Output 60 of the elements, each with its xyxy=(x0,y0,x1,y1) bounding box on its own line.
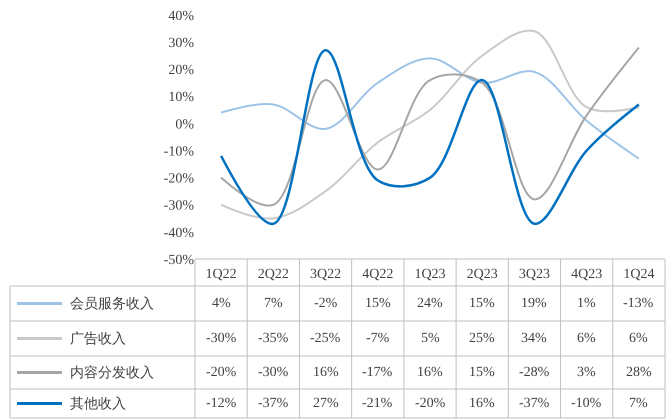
line-series xyxy=(220,57,640,160)
data-label: 4% xyxy=(212,296,231,311)
data-label: 15% xyxy=(365,296,391,311)
legend-label: 广告收入 xyxy=(70,331,126,347)
data-label: 16% xyxy=(469,396,495,411)
data-label: 34% xyxy=(521,331,547,346)
data-label: 24% xyxy=(417,296,443,311)
data-label: -13% xyxy=(623,296,654,311)
y-tick-label: 0% xyxy=(175,117,194,132)
data-label: -25% xyxy=(310,331,341,346)
y-tick-label: -40% xyxy=(164,226,194,241)
data-label: 5% xyxy=(421,331,440,346)
y-tick-label: -30% xyxy=(164,198,194,214)
legend-label: 内容分发收入 xyxy=(70,365,154,381)
x-tick-label: 2Q22 xyxy=(258,267,289,282)
data-label: 28% xyxy=(626,365,652,380)
x-tick-label: 3Q22 xyxy=(310,267,342,282)
data-label: 1% xyxy=(577,296,596,311)
data-label: 6% xyxy=(629,331,648,346)
x-tick-label: 4Q23 xyxy=(571,267,602,282)
data-label: -30% xyxy=(206,331,237,346)
data-label: 6% xyxy=(577,331,596,346)
x-tick-label: 1Q24 xyxy=(623,267,654,282)
data-label: -7% xyxy=(366,331,390,346)
y-tick-label: 10% xyxy=(168,90,194,106)
data-label: 15% xyxy=(469,365,495,380)
data-label: -12% xyxy=(206,396,237,411)
data-label: -17% xyxy=(362,365,393,380)
data-label: -21% xyxy=(362,396,393,411)
data-label: -37% xyxy=(258,396,289,411)
x-tick-label: 1Q23 xyxy=(414,267,446,282)
data-label: 7% xyxy=(629,396,648,411)
data-label: -35% xyxy=(258,331,289,346)
y-tick-label: -20% xyxy=(164,172,194,187)
data-label: -28% xyxy=(519,365,550,380)
legend-label: 会员服务收入 xyxy=(70,296,154,312)
y-tick-label: -50% xyxy=(164,252,194,268)
y-tick-label: 30% xyxy=(168,36,194,52)
x-tick-label: 1Q22 xyxy=(206,267,237,282)
data-label: 19% xyxy=(521,296,547,311)
data-label: 3% xyxy=(577,365,596,380)
y-tick-label: 20% xyxy=(168,63,194,78)
data-label: -37% xyxy=(519,396,550,411)
data-label: 16% xyxy=(313,365,339,380)
data-label: 16% xyxy=(417,365,443,380)
data-label: -2% xyxy=(314,296,338,311)
data-label: -20% xyxy=(415,396,446,411)
data-label: -30% xyxy=(258,365,289,380)
data-label: -20% xyxy=(206,365,237,380)
data-label: 15% xyxy=(469,296,495,311)
data-label: 7% xyxy=(264,296,283,311)
x-tick-label: 3Q23 xyxy=(518,267,550,282)
data-label: 27% xyxy=(313,396,339,411)
legend-label: 其他收入 xyxy=(70,396,126,412)
data-label: -10% xyxy=(571,396,602,411)
x-tick-label: 4Q22 xyxy=(362,267,394,282)
y-tick-label: 40% xyxy=(168,8,194,24)
y-tick-label: -10% xyxy=(164,144,194,160)
data-label: 25% xyxy=(469,331,495,346)
x-tick-label: 2Q23 xyxy=(466,267,498,282)
